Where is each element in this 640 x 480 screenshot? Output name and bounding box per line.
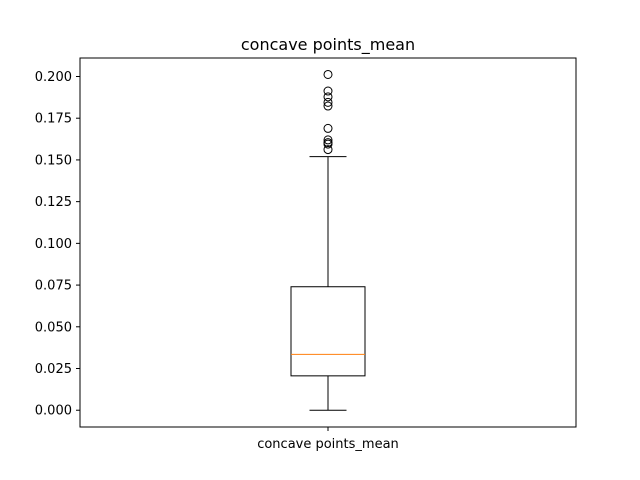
outlier-point xyxy=(323,139,333,149)
x-tick-label: concave points_mean xyxy=(257,437,399,452)
y-tick-label: 0.025 xyxy=(35,362,72,377)
y-tick-label: 0.100 xyxy=(35,237,72,252)
y-tick-label: 0.075 xyxy=(35,279,72,294)
y-tick-label: 0.175 xyxy=(35,112,72,127)
outlier-point xyxy=(323,97,333,107)
plot-area: 0.000 0.025 0.050 0.075 0.100 0.125 0.150 0.175… xyxy=(35,57,577,452)
y-tick-label: 0.125 xyxy=(35,195,72,210)
outlier-point xyxy=(323,101,333,111)
outlier-point xyxy=(323,86,333,96)
iqr-box xyxy=(290,286,366,377)
y-tick-label: 0.050 xyxy=(35,320,72,335)
y-tick-label: 0.200 xyxy=(35,70,72,85)
y-tick-label: 0.000 xyxy=(35,404,72,419)
outlier-point xyxy=(323,135,333,145)
outlier-point xyxy=(323,145,333,155)
chart-title: concave points_mean xyxy=(241,35,415,55)
outlier-point xyxy=(323,69,333,79)
y-tick-label: 0.150 xyxy=(35,153,72,168)
outlier-point xyxy=(323,92,333,102)
outlier-point xyxy=(323,123,333,133)
